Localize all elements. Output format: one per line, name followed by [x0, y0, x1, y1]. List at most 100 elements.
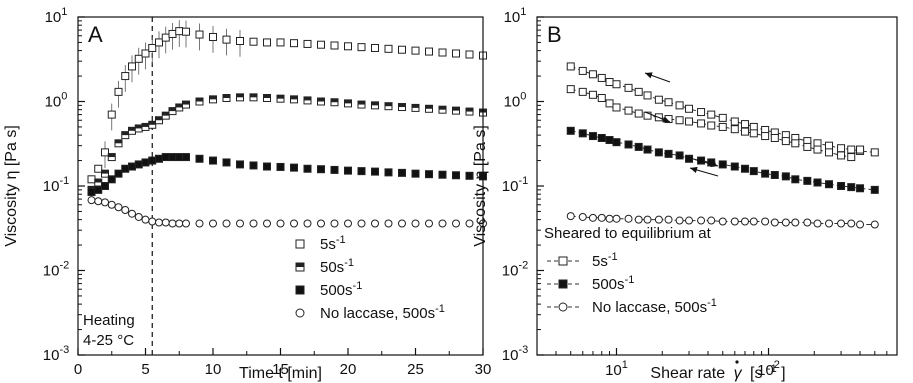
panel-a-y-tick-label: 10-2	[43, 260, 69, 280]
panel-b-point	[654, 95, 663, 104]
panel-a-point	[384, 219, 393, 228]
panel-a-point	[371, 167, 379, 176]
panel-b-arrow-filled-left	[689, 166, 719, 177]
panel-b-point	[813, 145, 822, 154]
panel-a-point-fill	[277, 95, 284, 99]
panel-a-point	[438, 219, 447, 228]
panel-b-point	[803, 218, 812, 227]
panel-b-point	[718, 160, 727, 169]
panel-b-legend-label: No laccase, 500s-1	[592, 297, 717, 316]
panel-b-point	[643, 111, 652, 120]
panel-a-legend-label-text: 5s	[320, 236, 336, 253]
panel-b-point	[730, 125, 739, 134]
panel-b-point	[825, 148, 834, 157]
panel-a-point	[249, 161, 258, 170]
panel-a-point	[425, 104, 433, 113]
panel-b-x-axis-label-symbol: γ	[734, 365, 743, 382]
panel-a-legend-marker	[295, 262, 305, 272]
panel-a-point	[371, 101, 379, 110]
panel-a-point-fill	[115, 139, 122, 144]
panel-a-point	[101, 198, 109, 207]
panel-a-series-0	[87, 20, 487, 184]
panel-a-point	[141, 215, 150, 224]
panel-a-y-tick-label-exponent: -1	[59, 175, 69, 187]
panel-a-point	[398, 103, 406, 112]
panel-b-x-axis-label-units-end: ]	[781, 365, 785, 382]
panel-b-y-tick-label-exponent: -2	[518, 260, 528, 272]
panel-a-point-fill	[398, 103, 406, 108]
panel-b-y-tick-label-base: 10	[504, 94, 521, 111]
panel-a-point	[303, 219, 312, 228]
panel-a-point	[134, 54, 143, 63]
panel-a-point	[344, 99, 352, 108]
panel-a-annotation-line-2: 4-25 °C	[83, 332, 134, 349]
panel-a-point	[134, 160, 143, 169]
panel-a-point	[236, 219, 244, 228]
panel-b-point	[770, 218, 779, 227]
panel-a-point	[148, 120, 157, 129]
panel-b-x-tick-label-exponent: 1	[622, 359, 628, 371]
panel-b-point	[624, 106, 633, 115]
panel-a-point-fill	[317, 98, 325, 102]
panel-a-point	[357, 167, 366, 176]
panel-b-point	[605, 214, 614, 223]
panel-a-point	[425, 219, 433, 228]
panel-b-point	[837, 144, 846, 153]
panel-b-y-tick-label: 10-2	[502, 260, 528, 280]
panel-a-point	[344, 42, 352, 51]
panel-a-point	[411, 169, 420, 178]
panel-b-point	[654, 148, 663, 157]
panel-a-point-fill	[236, 93, 244, 98]
panel-a-point	[452, 49, 460, 58]
panel-b-legend-label: 500s-1	[592, 274, 634, 293]
panel-b-point	[803, 176, 812, 185]
panel-a-point	[87, 175, 96, 184]
panel-b-point	[643, 145, 652, 154]
panel-b-point	[770, 170, 779, 179]
panel-a-point-fill	[250, 93, 257, 98]
panel-a-point	[134, 212, 143, 221]
panel-a-x-tick-label: 30	[475, 361, 492, 378]
panel-b-point	[675, 216, 684, 225]
panel-b-label: B	[547, 22, 562, 47]
panel-b-point	[825, 219, 834, 228]
panel-a-y-axis-label: Viscosity η [Pa s]	[3, 125, 20, 247]
panel-a-point	[107, 110, 116, 119]
panel-b-legend-label-exponent: -1	[608, 251, 618, 263]
panel-a-point	[357, 100, 366, 109]
panel-b-point	[781, 172, 790, 181]
panel-b-point	[588, 213, 597, 222]
panel-b-point	[634, 87, 643, 96]
panel-a-point	[182, 100, 190, 109]
panel-b-y-axis-label: Viscosity η [Pa s]	[472, 125, 489, 247]
panel-b-point	[749, 217, 758, 226]
panel-a-point	[276, 38, 285, 47]
panel-a-point	[155, 154, 163, 163]
panel-a-point-fill	[412, 104, 419, 108]
panel-b-point	[870, 148, 879, 157]
panel-a-point-fill	[452, 107, 460, 111]
panel-a-point	[303, 96, 312, 105]
panel-a-point	[465, 107, 474, 116]
panel-a-point-fill	[108, 153, 116, 158]
panel-b-arrow-filled-right	[689, 157, 719, 168]
panel-a-series-2	[87, 153, 487, 196]
panel-b-legend-label-text: 500s	[592, 276, 625, 293]
panel-a-point	[161, 153, 170, 162]
panel-a-point-fill	[439, 106, 446, 110]
panel-a-point	[195, 30, 204, 39]
panel-a-point	[398, 168, 406, 177]
panel-b-point	[803, 142, 812, 151]
panel-b-point	[825, 141, 834, 150]
panel-a-point-fill	[344, 99, 352, 104]
panel-a-point	[175, 27, 184, 36]
panel-b-point	[597, 133, 606, 142]
panel-a-point	[465, 171, 474, 180]
panel-a-point	[141, 158, 150, 167]
panel-a-y-tick-label-exponent: 0	[61, 91, 67, 103]
panel-a-point	[94, 164, 103, 173]
panel-a-point	[155, 218, 163, 227]
panel-a-y-tick-label-base: 10	[45, 9, 62, 26]
